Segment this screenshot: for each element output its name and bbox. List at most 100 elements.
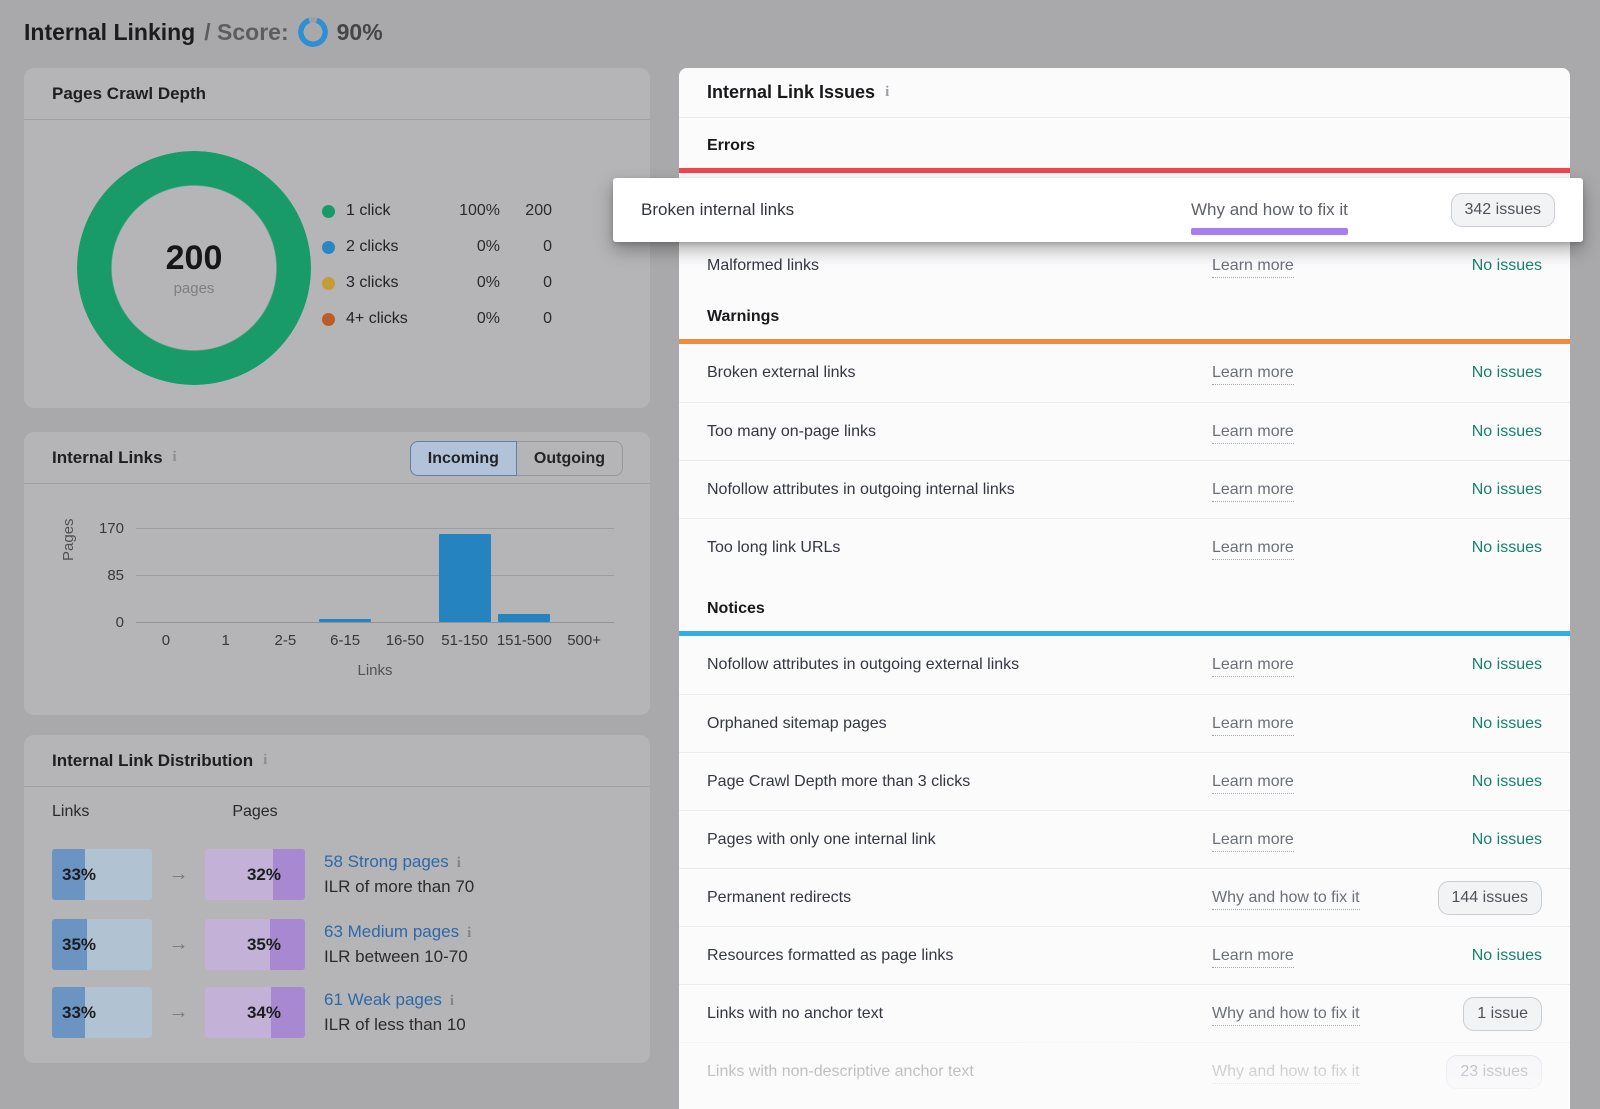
highlighted-issue-row-broken-internal-links: Broken internal links Why and how to fix… bbox=[613, 178, 1583, 242]
issues-count-button[interactable]: 1 issue bbox=[1463, 996, 1542, 1031]
status-no-issues: No issues bbox=[1471, 364, 1542, 381]
ilr-description: ILR of less than 10 bbox=[324, 1015, 466, 1034]
status-no-issues: No issues bbox=[1471, 830, 1542, 848]
why-how-fix-link[interactable]: Why and how to fix it bbox=[1212, 888, 1360, 910]
learn-more-link[interactable]: Learn more bbox=[1212, 364, 1294, 385]
info-icon[interactable]: i bbox=[449, 993, 454, 1009]
legend-dot bbox=[322, 276, 335, 290]
links-share-bar bbox=[52, 987, 152, 1038]
score-value: 90% bbox=[336, 18, 383, 45]
y-axis-label: Pages bbox=[60, 518, 77, 561]
issue-row-broken-external-links: Broken external links Learn more No issu… bbox=[679, 344, 1570, 402]
bar-51-150 bbox=[438, 533, 491, 622]
links-share-bar bbox=[52, 919, 152, 970]
direction-toggle: Incoming Outgoing bbox=[409, 441, 623, 476]
learn-more-link[interactable]: Learn more bbox=[1212, 714, 1294, 736]
issue-row-crawl-depth-3-clicks: Page Crawl Depth more than 3 clicks Lear… bbox=[679, 752, 1570, 810]
issue-row-orphaned-sitemap-pages: Orphaned sitemap pages Learn more No iss… bbox=[679, 694, 1570, 752]
medium-pages-link[interactable]: 63 Medium pages i bbox=[324, 922, 472, 941]
score-ring-icon bbox=[297, 17, 328, 47]
toggle-outgoing[interactable]: Outgoing bbox=[516, 441, 623, 476]
links-column-header: Links bbox=[52, 803, 90, 820]
issue-row-too-many-on-page-links: Too many on-page links Learn more No iss… bbox=[679, 402, 1570, 460]
issue-row-permanent-redirects: Permanent redirects Why and how to fix i… bbox=[679, 868, 1570, 926]
learn-more-link[interactable]: Learn more bbox=[1212, 422, 1294, 444]
info-icon[interactable]: i bbox=[467, 925, 472, 941]
info-icon[interactable]: i bbox=[456, 855, 461, 871]
why-how-fix-link[interactable]: Why and how to fix it bbox=[1212, 1004, 1360, 1026]
status-no-issues: No issues bbox=[1471, 422, 1542, 440]
learn-more-link[interactable]: Learn more bbox=[1212, 946, 1294, 968]
issue-row-links-no-anchor-text: Links with no anchor text Why and how to… bbox=[679, 984, 1570, 1042]
y-tick: 170 bbox=[98, 520, 124, 537]
score-label: / Score: bbox=[204, 18, 289, 45]
issues-count-button[interactable]: 23 issues bbox=[1446, 1054, 1542, 1089]
issue-row-nofollow-outgoing-external: Nofollow attributes in outgoing external… bbox=[679, 636, 1570, 694]
arrow-icon: → bbox=[168, 863, 189, 885]
distribution-row-weak: 33% → 34% 61 Weak pages i ILR of less tha… bbox=[24, 987, 650, 1038]
section-header-warnings: Warnings bbox=[707, 308, 780, 325]
ilr-description: ILR between 10-70 bbox=[324, 947, 468, 966]
arrow-icon: → bbox=[168, 933, 189, 955]
learn-more-link[interactable]: Learn more bbox=[1212, 656, 1294, 677]
learn-more-link[interactable]: Learn more bbox=[1212, 772, 1294, 794]
legend-row: 4+ clicks 0% 0 bbox=[322, 301, 552, 337]
learn-more-link[interactable]: Learn more bbox=[1212, 257, 1294, 278]
issue-row-malformed-links: Malformed links Learn more No issues bbox=[679, 242, 1570, 290]
warnings-severity-bar bbox=[679, 339, 1570, 344]
learn-more-link[interactable]: Learn more bbox=[1212, 480, 1294, 502]
internal-links-card: Internal Links i Incoming Outgoing 170 8… bbox=[24, 432, 650, 715]
bar-6-15 bbox=[319, 619, 372, 622]
total-pages-unit: pages bbox=[173, 280, 215, 297]
section-header-errors: Errors bbox=[707, 137, 756, 154]
card-title: Internal Links i Incoming Outgoing bbox=[24, 432, 650, 484]
page-title: Internal Linking / Score: 90% bbox=[24, 14, 383, 50]
issue-row-resources-as-page-links: Resources formatted as page links Learn … bbox=[679, 926, 1570, 984]
why-how-fix-link[interactable]: Why and how to fix it bbox=[1212, 1062, 1360, 1084]
issues-count-button[interactable]: 342 issues bbox=[1450, 193, 1555, 227]
arrow-icon: → bbox=[168, 1001, 189, 1023]
info-icon[interactable]: i bbox=[885, 84, 890, 100]
status-no-issues: No issues bbox=[1471, 480, 1542, 498]
tutorial-highlight-underline bbox=[1191, 228, 1348, 235]
status-no-issues: No issues bbox=[1471, 538, 1542, 556]
pages-share-bar bbox=[205, 849, 305, 900]
info-icon[interactable]: i bbox=[172, 449, 177, 465]
legend-row: 3 clicks 0% 0 bbox=[322, 265, 552, 301]
y-tick: 0 bbox=[115, 614, 124, 631]
toggle-incoming[interactable]: Incoming bbox=[409, 441, 517, 476]
issues-count-button[interactable]: 144 issues bbox=[1437, 880, 1542, 915]
legend-row: 2 clicks 0% 0 bbox=[322, 229, 552, 265]
issue-row-non-descriptive-anchor-text: Links with non-descriptive anchor text W… bbox=[679, 1042, 1570, 1100]
issue-row-too-long-link-urls: Too long link URLs Learn more No issues bbox=[679, 518, 1570, 576]
card-title: Internal Link Distribution i bbox=[24, 735, 650, 787]
issue-row-only-one-internal-link: Pages with only one internal link Learn … bbox=[679, 810, 1570, 868]
bar-151-500 bbox=[498, 613, 551, 622]
weak-pages-link[interactable]: 61 Weak pages i bbox=[324, 990, 454, 1009]
issue-row-nofollow-outgoing-internal: Nofollow attributes in outgoing internal… bbox=[679, 460, 1570, 518]
status-no-issues: No issues bbox=[1471, 946, 1542, 964]
donut-center: 200 pages bbox=[77, 151, 311, 385]
pages-share-bar bbox=[205, 987, 305, 1038]
crawl-depth-legend: 1 click 100% 200 2 clicks 0% 0 3 clicks … bbox=[322, 193, 552, 337]
distribution-row-strong: 33% → 32% 58 Strong pages i ILR of more t… bbox=[24, 849, 650, 900]
legend-dot bbox=[322, 240, 335, 254]
why-how-fix-link[interactable]: Why and how to fix it bbox=[1191, 200, 1348, 235]
learn-more-link[interactable]: Learn more bbox=[1212, 830, 1294, 852]
crawl-depth-donut-chart bbox=[77, 151, 311, 385]
pages-share-bar bbox=[205, 919, 305, 970]
ilr-description: ILR of more than 70 bbox=[324, 877, 475, 896]
x-axis-labels: 0 1 2-5 6-15 16-50 51-150 151-500 500+ bbox=[161, 632, 602, 649]
legend-dot bbox=[322, 204, 335, 218]
total-pages-value: 200 bbox=[165, 239, 223, 277]
info-icon[interactable]: i bbox=[263, 752, 268, 768]
strong-pages-link[interactable]: 58 Strong pages i bbox=[324, 852, 461, 871]
errors-severity-bar bbox=[679, 168, 1570, 173]
learn-more-link[interactable]: Learn more bbox=[1212, 538, 1294, 560]
y-tick: 85 bbox=[107, 567, 124, 584]
notices-severity-bar bbox=[679, 631, 1570, 636]
links-share-bar bbox=[52, 849, 152, 900]
pages-column-header: Pages bbox=[232, 803, 278, 820]
distribution-row-medium: 35% → 35% 63 Medium pages i ILR between 1… bbox=[24, 919, 650, 970]
